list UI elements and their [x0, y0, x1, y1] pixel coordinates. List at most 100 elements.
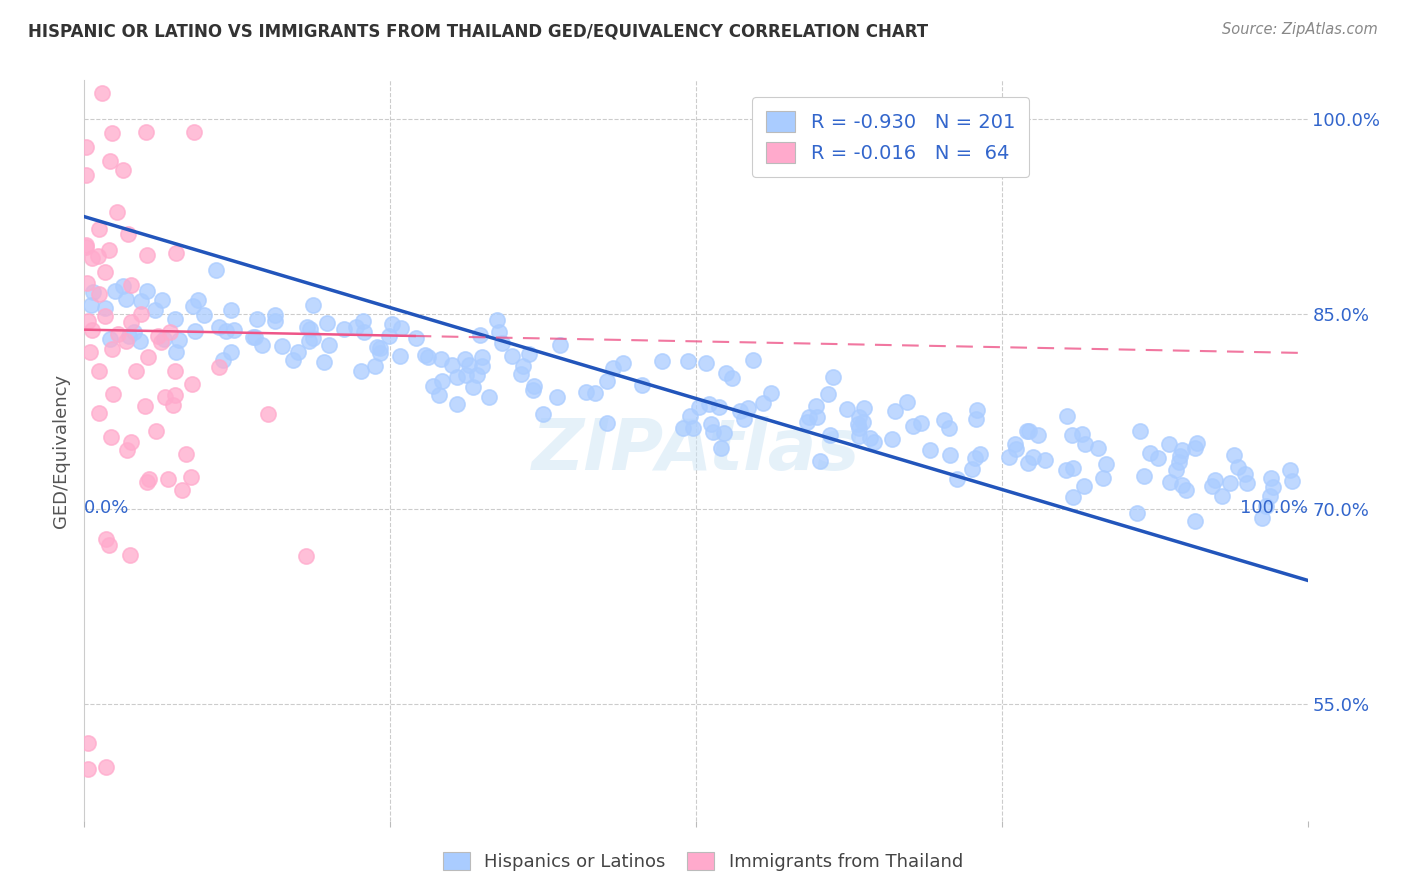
- Point: [1017, 425, 1039, 439]
- Point: [709, 441, 731, 455]
- Point: [117, 227, 139, 241]
- Point: [1159, 475, 1181, 490]
- Point: [679, 409, 702, 424]
- Point: [918, 443, 941, 458]
- Point: [215, 324, 238, 338]
- Point: [859, 431, 882, 445]
- Legend: Hispanics or Latinos, Immigrants from Thailand: Hispanics or Latinos, Immigrants from Th…: [436, 845, 970, 879]
- Point: [101, 342, 124, 356]
- Point: [75, 237, 97, 252]
- Point: [145, 424, 167, 438]
- Point: [796, 416, 818, 430]
- Point: [208, 359, 231, 374]
- Point: [205, 263, 228, 277]
- Point: [301, 331, 323, 345]
- Point: [350, 364, 373, 378]
- Point: [94, 760, 117, 774]
- Point: [946, 472, 969, 486]
- Point: [721, 371, 744, 385]
- Point: [333, 322, 356, 336]
- Point: [180, 470, 202, 484]
- Point: [98, 243, 121, 257]
- Point: [846, 417, 869, 432]
- Point: [122, 326, 145, 340]
- Point: [77, 736, 100, 750]
- Point: [281, 353, 304, 368]
- Text: Source: ZipAtlas.com: Source: ZipAtlas.com: [1222, 22, 1378, 37]
- Point: [208, 320, 231, 334]
- Point: [457, 358, 479, 372]
- Point: [1087, 441, 1109, 455]
- Point: [131, 307, 153, 321]
- Point: [368, 341, 391, 355]
- Point: [1234, 467, 1257, 481]
- Point: [1167, 455, 1189, 469]
- Point: [134, 399, 156, 413]
- Point: [163, 312, 186, 326]
- Point: [965, 450, 987, 465]
- Point: [389, 321, 412, 335]
- Point: [1056, 409, 1078, 424]
- Point: [688, 400, 710, 414]
- Point: [295, 320, 318, 334]
- Point: [416, 350, 439, 364]
- Point: [93, 301, 115, 315]
- Point: [1204, 473, 1226, 487]
- Point: [388, 349, 411, 363]
- Point: [446, 396, 468, 410]
- Point: [441, 359, 464, 373]
- Point: [136, 284, 159, 298]
- Point: [862, 434, 884, 449]
- Point: [75, 240, 97, 254]
- Point: [370, 346, 392, 360]
- Point: [129, 293, 152, 308]
- Point: [183, 125, 205, 139]
- Point: [94, 309, 117, 323]
- Point: [1159, 437, 1181, 451]
- Point: [522, 383, 544, 397]
- Point: [118, 329, 141, 343]
- Point: [97, 538, 120, 552]
- Point: [1017, 456, 1039, 470]
- Point: [1219, 476, 1241, 491]
- Point: [136, 248, 159, 262]
- Point: [162, 398, 184, 412]
- Point: [427, 387, 450, 401]
- Point: [1005, 442, 1028, 457]
- Point: [1018, 425, 1040, 439]
- Point: [806, 409, 828, 424]
- Point: [1170, 449, 1192, 463]
- Point: [181, 299, 204, 313]
- Point: [1260, 471, 1282, 485]
- Point: [602, 361, 624, 376]
- Point: [1004, 437, 1026, 451]
- Point: [631, 378, 654, 392]
- Point: [264, 314, 287, 328]
- Point: [413, 348, 436, 362]
- Point: [165, 246, 187, 260]
- Point: [583, 385, 606, 400]
- Point: [1073, 479, 1095, 493]
- Point: [1226, 459, 1249, 474]
- Point: [180, 376, 202, 391]
- Point: [1021, 450, 1043, 465]
- Point: [378, 329, 401, 343]
- Point: [301, 298, 323, 312]
- Point: [1062, 461, 1084, 475]
- Text: 100.0%: 100.0%: [1240, 499, 1308, 516]
- Point: [193, 308, 215, 322]
- Point: [153, 390, 176, 404]
- Point: [596, 374, 619, 388]
- Point: [737, 401, 759, 415]
- Point: [115, 293, 138, 307]
- Point: [1070, 426, 1092, 441]
- Point: [1261, 480, 1284, 494]
- Point: [848, 429, 870, 443]
- Point: [101, 387, 124, 401]
- Y-axis label: GED/Equivalency: GED/Equivalency: [52, 374, 70, 527]
- Point: [90, 87, 112, 101]
- Text: ZIPAtlas: ZIPAtlas: [531, 416, 860, 485]
- Point: [150, 334, 173, 349]
- Point: [77, 762, 100, 776]
- Point: [105, 204, 128, 219]
